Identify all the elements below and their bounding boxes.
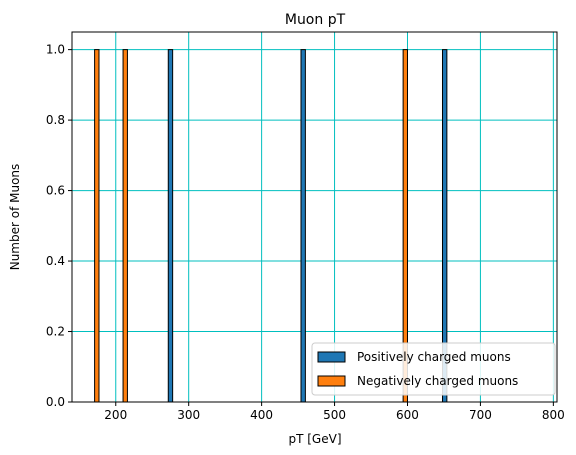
y-tick-label: 0.6 <box>46 184 65 198</box>
axis-ticks: 200 300 400 500 600 700 800 0.0 0.2 0.4 0.6 0.8 1.0 <box>46 43 565 422</box>
y-tick-label: 0.8 <box>46 113 65 127</box>
legend-swatch-negative <box>317 375 346 387</box>
x-tick-label: 200 <box>104 408 127 422</box>
legend: Positively charged muons Negatively char… <box>311 342 556 396</box>
x-tick-label: 700 <box>469 408 492 422</box>
legend-box <box>311 342 556 396</box>
legend-swatch-positive <box>317 351 346 363</box>
x-tick-label: 400 <box>250 408 273 422</box>
bar-positive <box>167 49 174 403</box>
x-axis-label: pT [GeV] <box>288 432 341 446</box>
y-tick-label: 1.0 <box>46 43 65 57</box>
plot-frame <box>71 31 558 403</box>
x-tick-label: 600 <box>396 408 419 422</box>
bar-negative <box>94 49 100 403</box>
legend-label-positive: Positively charged muons <box>357 350 511 364</box>
x-tick-label: 500 <box>323 408 346 422</box>
legend-label-negative: Negatively charged muons <box>357 374 518 388</box>
y-tick-label: 0.0 <box>46 395 65 409</box>
chart-title: Muon pT <box>285 12 346 28</box>
y-axis-label: Number of Muons <box>8 164 22 271</box>
x-tick-label: 300 <box>177 408 200 422</box>
bar-positive <box>300 49 306 403</box>
x-tick-label: 800 <box>542 408 565 422</box>
y-tick-label: 0.4 <box>46 254 65 268</box>
bar-negative <box>122 49 128 403</box>
y-tick-label: 0.2 <box>46 325 65 339</box>
